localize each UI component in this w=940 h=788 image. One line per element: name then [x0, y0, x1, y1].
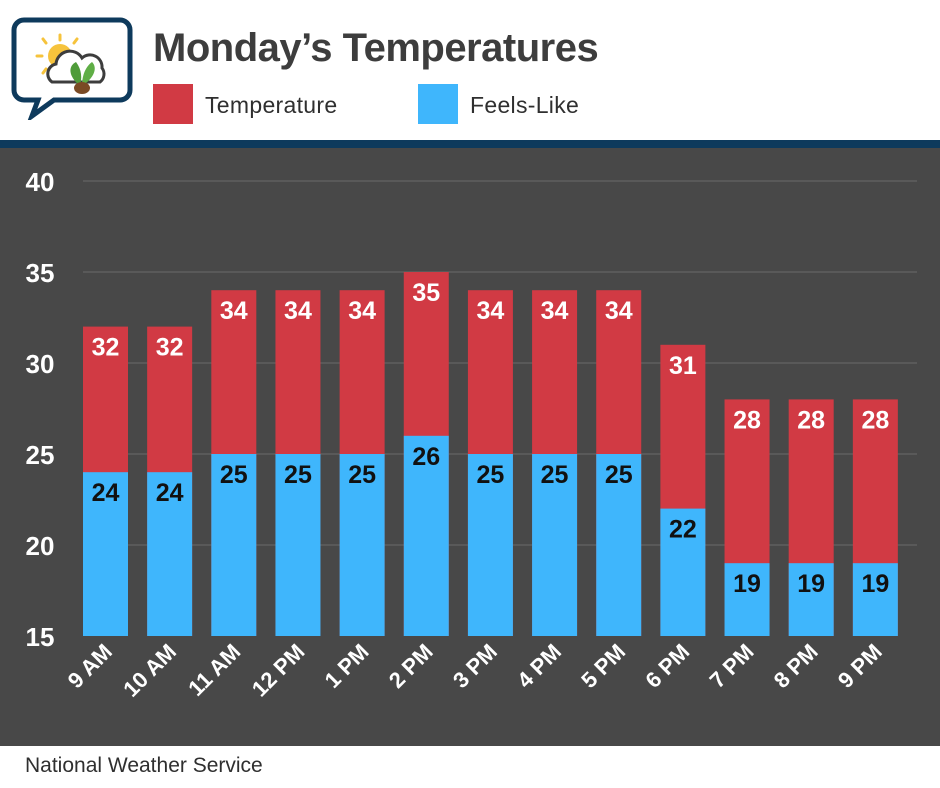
data-label-temperature: 28 [861, 406, 889, 434]
x-tick-label: 4 PM [512, 639, 566, 693]
bars: 32 24 32 24 34 25 34 25 34 25 35 26 34 25 34 25 34 25 31 22… [83, 272, 898, 636]
data-label-feels-like: 25 [220, 461, 248, 489]
data-label-feels-like: 26 [412, 443, 440, 471]
data-label-feels-like: 24 [156, 479, 184, 507]
x-tick-label: 10 AM [118, 639, 181, 702]
bar-feels-like [532, 454, 578, 636]
x-tick-label: 6 PM [640, 639, 694, 693]
y-tick-label: 35 [26, 258, 55, 288]
data-label-temperature: 34 [541, 297, 569, 325]
data-label-feels-like: 22 [669, 516, 697, 544]
data-label-temperature: 28 [797, 406, 825, 434]
data-label-temperature: 34 [220, 297, 248, 325]
bar-feels-like [147, 472, 193, 636]
bar-feels-like [211, 454, 257, 636]
weather-logo-icon [11, 17, 133, 120]
data-label-temperature: 34 [605, 297, 633, 325]
data-label-temperature: 34 [348, 297, 376, 325]
data-label-feels-like: 19 [797, 570, 825, 598]
data-label-temperature: 32 [92, 334, 120, 362]
bar-feels-like [403, 435, 449, 636]
data-label-temperature: 32 [156, 334, 184, 362]
y-tick-label: 30 [26, 349, 55, 379]
y-tick-label: 25 [26, 440, 55, 470]
data-label-feels-like: 19 [861, 570, 889, 598]
x-tick-label: 9 PM [833, 639, 887, 693]
x-tick-label: 12 PM [247, 639, 310, 702]
data-label-feels-like: 24 [92, 479, 120, 507]
data-label-temperature: 35 [412, 279, 440, 307]
y-tick-label: 40 [26, 167, 55, 197]
y-tick-label: 15 [26, 622, 55, 652]
source-credit: National Weather Service [25, 754, 263, 777]
y-tick-label: 20 [26, 531, 55, 561]
chart-title: Monday’s Temperatures [153, 26, 599, 70]
bar-feels-like [275, 454, 321, 636]
data-label-feels-like: 25 [541, 461, 569, 489]
x-tick-label: 2 PM [384, 639, 438, 693]
data-label-feels-like: 19 [733, 570, 761, 598]
x-tick-label: 8 PM [769, 639, 823, 693]
x-tick-label: 5 PM [576, 639, 630, 693]
header-divider [0, 140, 940, 148]
bar-feels-like [83, 472, 128, 636]
x-tick-label: 7 PM [705, 639, 759, 693]
bar-feels-like [660, 508, 706, 636]
header: Monday’s Temperatures Temperature Feels-… [0, 0, 940, 140]
x-tick-label: 3 PM [448, 639, 502, 693]
data-label-temperature: 28 [733, 406, 761, 434]
x-tick-label: 9 AM [63, 639, 117, 693]
x-tick-label: 11 AM [183, 639, 245, 701]
data-label-feels-like: 25 [284, 461, 312, 489]
data-label-feels-like: 25 [348, 461, 376, 489]
data-label-feels-like: 25 [605, 461, 633, 489]
legend-swatch-temperature [153, 84, 193, 124]
bar-feels-like [788, 563, 834, 636]
bar-feels-like [596, 454, 642, 636]
data-label-feels-like: 25 [477, 461, 505, 489]
bar-feels-like [339, 454, 385, 636]
x-tick-label: 1 PM [320, 639, 374, 693]
bar-feels-like [467, 454, 513, 636]
legend-label-temperature: Temperature [205, 92, 338, 118]
legend-label-feels-like: Feels-Like [470, 92, 580, 118]
data-label-temperature: 31 [669, 352, 697, 380]
data-label-temperature: 34 [477, 297, 505, 325]
bar-feels-like [724, 563, 770, 636]
data-label-temperature: 34 [284, 297, 312, 325]
bar-feels-like [852, 563, 898, 636]
legend-swatch-feels-like [418, 84, 458, 124]
